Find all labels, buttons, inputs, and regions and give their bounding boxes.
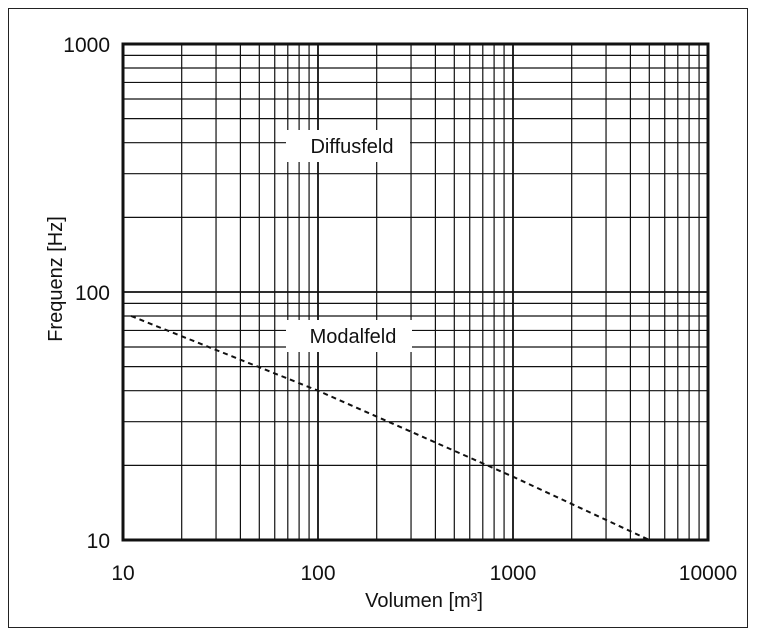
annotation-diffusfeld: Diffusfeld xyxy=(310,136,393,158)
x-tick-label: 10 xyxy=(111,562,134,585)
y-tick-label: 100 xyxy=(75,282,110,305)
grid xyxy=(123,44,708,540)
series xyxy=(130,315,650,541)
x-axis-title-text: Volumen [m³] xyxy=(365,590,483,612)
series-line xyxy=(130,315,650,541)
x-tick-label: 10000 xyxy=(679,562,737,585)
y-tick-labels: 10 100 1000 xyxy=(63,34,110,553)
plot-border xyxy=(121,42,710,542)
region-label-modalfeld: Modalfeld xyxy=(286,320,412,352)
region-label-diffusfeld: Diffusfeld xyxy=(286,130,410,162)
y-tick-label: 1000 xyxy=(63,34,110,57)
y-axis-title: Frequenz [Hz] xyxy=(45,216,67,342)
chart-frame xyxy=(8,8,748,628)
x-tick-label: 100 xyxy=(300,562,335,585)
x-axis-title: Volumen [m³] xyxy=(365,590,483,612)
annotation-modalfeld: Modalfeld xyxy=(310,326,397,348)
x-tick-label: 1000 xyxy=(490,562,537,585)
x-tick-labels: 10 100 1000 10000 xyxy=(111,562,737,585)
y-tick-label: 10 xyxy=(87,530,110,553)
